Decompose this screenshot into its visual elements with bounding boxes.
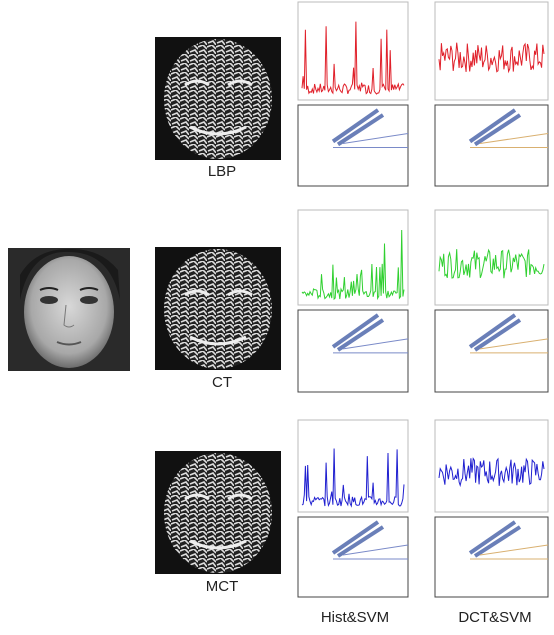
feature-face (164, 249, 272, 369)
feature-eyes (184, 79, 253, 136)
feature-eyes (184, 289, 253, 346)
contour (333, 132, 409, 148)
contour (470, 132, 549, 148)
column-label: Hist&SVM (321, 609, 389, 626)
method-label: MCT (206, 578, 239, 595)
plot-frame (297, 309, 409, 393)
plot-frame (434, 516, 549, 598)
contour (470, 544, 549, 560)
input-face (8, 248, 130, 371)
contour (331, 313, 385, 352)
method-label: LBP (208, 163, 236, 180)
plot-frame (434, 104, 549, 187)
plot-frame (297, 516, 409, 598)
contour (468, 520, 522, 558)
contour (468, 108, 522, 147)
contour (333, 544, 409, 560)
feature-face (164, 453, 272, 573)
column-label: DCT&SVM (458, 609, 531, 626)
plot-frame (434, 309, 549, 393)
contour (333, 338, 409, 354)
plot-line (438, 42, 545, 74)
contour (468, 313, 522, 352)
plot-line (301, 448, 405, 508)
plot-frame (434, 209, 549, 306)
plot-line (301, 229, 405, 301)
plot-frame (434, 419, 549, 513)
plot-frame (297, 419, 409, 513)
contour (331, 108, 385, 147)
contour (470, 338, 549, 354)
feature-eyes (184, 493, 253, 550)
plot-frame (297, 104, 409, 187)
feature-face (164, 39, 272, 159)
plot-line (438, 248, 545, 279)
plot-line (301, 21, 405, 95)
plot-line (438, 457, 545, 488)
contour (331, 520, 385, 558)
method-label: CT (212, 374, 232, 391)
